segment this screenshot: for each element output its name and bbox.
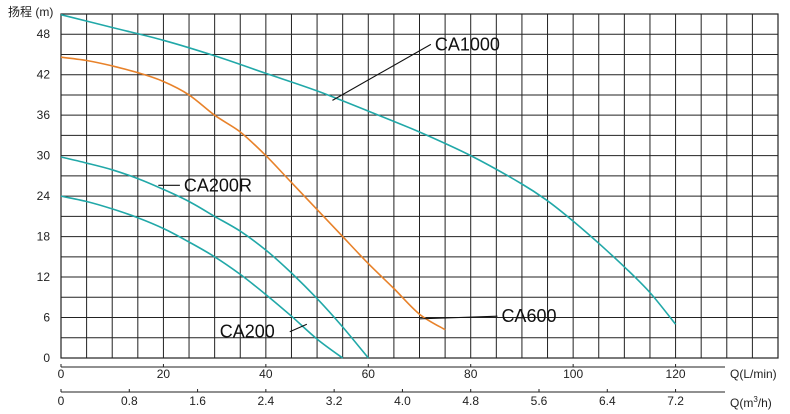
y-tick-label: 30 bbox=[37, 149, 51, 163]
y-tick-label: 24 bbox=[37, 189, 51, 203]
x-ticks-lmin: 0 20 40 60 80 100 120 bbox=[58, 364, 725, 381]
x-tick-label: 120 bbox=[666, 367, 686, 381]
y-axis-title: 扬程 (m) bbox=[8, 4, 53, 19]
y-tick-label: 12 bbox=[37, 270, 51, 284]
x2-tick-label: 0 bbox=[58, 394, 65, 408]
curves bbox=[60, 13, 677, 359]
x-tick-label: 40 bbox=[259, 367, 273, 381]
y-tick-label: 6 bbox=[43, 311, 50, 325]
label-ca200: CA200 bbox=[220, 322, 275, 342]
series-labels: CA1000 CA600 CA200R CA200 bbox=[158, 34, 556, 342]
grid: 0 6 12 18 24 30 36 42 48 bbox=[37, 13, 779, 365]
x-axis-title-m3h: Q(m3/h) bbox=[730, 395, 772, 410]
x-tick-label: 100 bbox=[563, 367, 583, 381]
x2-tick-label: 4.8 bbox=[462, 394, 479, 408]
x2-prefix: Q(m bbox=[730, 396, 753, 410]
x2-tick-label: 7.2 bbox=[667, 394, 684, 408]
y-tick-label: 36 bbox=[37, 108, 51, 122]
curve-ca600 bbox=[60, 56, 446, 331]
x2-tick-label: 2.4 bbox=[258, 394, 275, 408]
x-tick-label: 0 bbox=[58, 367, 65, 381]
y-tick-label: 42 bbox=[37, 68, 51, 82]
x2-tick-label: 4.0 bbox=[394, 394, 411, 408]
x2-tick-label: 3.2 bbox=[326, 394, 343, 408]
curve-ca1000 bbox=[60, 13, 677, 325]
label-ca600: CA600 bbox=[501, 306, 556, 326]
x-axis-title-lmin: Q(L/min) bbox=[730, 367, 777, 381]
x2-suffix: /h) bbox=[758, 396, 772, 410]
x2-tick-label: 1.6 bbox=[189, 394, 206, 408]
x2-tick-label: 6.4 bbox=[599, 394, 616, 408]
y-tick-label: 0 bbox=[43, 351, 50, 365]
leader-ca200 bbox=[289, 323, 308, 333]
x2-sup: 3 bbox=[753, 395, 758, 404]
label-ca1000: CA1000 bbox=[435, 34, 500, 54]
x-tick-label: 20 bbox=[157, 367, 171, 381]
curve-ca200 bbox=[60, 195, 344, 359]
x-ticks-m3h: 0 0.8 1.6 2.4 3.2 4.0 4.8 5.6 6.4 7.2 bbox=[58, 389, 725, 408]
x2-tick-label: 0.8 bbox=[121, 394, 138, 408]
leader-ca1000 bbox=[332, 43, 432, 101]
x-tick-label: 80 bbox=[464, 367, 478, 381]
curve-ca200r bbox=[60, 156, 369, 359]
label-ca200r: CA200R bbox=[184, 175, 252, 195]
leader-ca600 bbox=[419, 315, 498, 320]
y-tick-label: 48 bbox=[37, 27, 51, 41]
x-tick-label: 60 bbox=[362, 367, 376, 381]
x2-tick-label: 5.6 bbox=[531, 394, 548, 408]
y-tick-label: 18 bbox=[37, 230, 51, 244]
